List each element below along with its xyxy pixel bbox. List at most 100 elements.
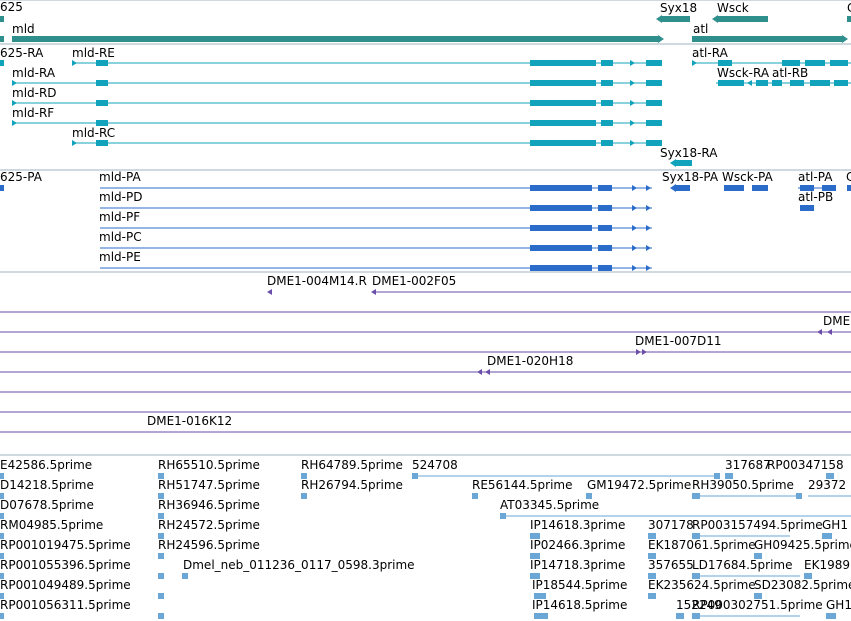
est-segment[interactable] [534, 593, 546, 599]
est-segment[interactable] [412, 473, 418, 479]
protein-exon[interactable] [847, 185, 851, 191]
est-segment[interactable] [534, 613, 548, 619]
transcript-exon[interactable] [530, 80, 596, 86]
feature-label-est-rp001055396[interactable]: RP001055396.5prime [0, 558, 131, 572]
est-segment[interactable] [0, 473, 4, 479]
feature-label-cl-004m14[interactable]: DME1-004M14.R [267, 274, 367, 288]
est-segment[interactable] [500, 513, 506, 519]
est-segment[interactable] [0, 553, 4, 559]
feature-label-est-e42586[interactable]: E42586.5prime [0, 458, 93, 472]
protein-strand-arrow[interactable] [646, 205, 651, 211]
transcript-exon[interactable] [756, 80, 768, 86]
protein-strand-arrow[interactable] [646, 265, 651, 271]
gene-bar[interactable] [718, 16, 768, 22]
gene-bar[interactable] [0, 16, 4, 22]
transcript-exon[interactable] [718, 80, 744, 86]
transcript-exon[interactable] [0, 60, 4, 66]
protein-exon[interactable] [530, 225, 592, 231]
transcript-exon[interactable] [810, 80, 830, 86]
transcript-exon[interactable] [530, 100, 596, 106]
protein-exon[interactable] [598, 185, 612, 191]
protein-exon[interactable] [530, 205, 592, 211]
feature-label-est-ip02466[interactable]: IP02466.3prime [530, 538, 626, 552]
est-segment[interactable] [301, 493, 307, 499]
feature-label-est-ek187061[interactable]: EK187061.5prime [648, 538, 756, 552]
est-segment[interactable] [158, 593, 164, 599]
feature-label-est-rp001019475[interactable]: RP001019475.5prime [0, 538, 131, 552]
transcript-strand-arrow[interactable] [630, 100, 635, 106]
clone-end-arrow[interactable] [267, 289, 272, 295]
feature-label-est-357655[interactable]: 357655 [648, 558, 694, 572]
feature-label-est-rh24596[interactable]: RH24596.5prime [158, 538, 260, 552]
feature-label-est-gm19472[interactable]: GM19472.5prime [587, 478, 692, 492]
feature-label-gene-atl[interactable]: atl [693, 22, 709, 36]
feature-label-gene-c[interactable]: C [847, 1, 851, 15]
protein-strand-arrow[interactable] [632, 185, 637, 191]
feature-label-est-rh36946[interactable]: RH36946.5prime [158, 498, 260, 512]
feature-label-tx-mld-rf[interactable]: mld-RF [12, 106, 55, 120]
protein-exon[interactable] [724, 185, 744, 191]
protein-exon[interactable] [0, 185, 4, 191]
transcript-exon[interactable] [646, 140, 662, 146]
transcript-exon[interactable] [601, 80, 613, 86]
transcript-exon[interactable] [530, 60, 596, 66]
feature-label-est-rp001049489[interactable]: RP001049489.5prime [0, 578, 131, 592]
est-segment[interactable] [754, 593, 762, 599]
feature-label-est-rh64789[interactable]: RH64789.5prime [301, 458, 403, 472]
feature-label-gene-syx18[interactable]: Syx18 [660, 1, 698, 15]
transcript-exon[interactable] [805, 60, 825, 66]
transcript-strand-arrow[interactable] [692, 60, 697, 66]
feature-label-cl-dme-edge[interactable]: DME [823, 314, 851, 328]
transcript-strand-arrow[interactable] [630, 120, 635, 126]
feature-label-pr-mld-pc[interactable]: mld-PC [99, 230, 142, 244]
feature-label-cl-007d11[interactable]: DME1-007D11 [635, 334, 722, 348]
transcript-exon[interactable] [96, 80, 108, 86]
clone-end-arrow[interactable] [642, 349, 647, 355]
transcript-strand-arrow[interactable] [72, 60, 77, 66]
feature-label-est-rh39050[interactable]: RH39050.5prime [692, 478, 794, 492]
transcript-exon[interactable] [601, 140, 613, 146]
feature-label-est-rp00347158[interactable]: RP00347158 [767, 458, 844, 472]
est-segment[interactable] [0, 573, 4, 579]
feature-label-est-rh24572[interactable]: RH24572.5prime [158, 518, 260, 532]
est-segment[interactable] [586, 493, 592, 499]
est-segment[interactable] [692, 613, 700, 619]
feature-label-tx-wsck-ra[interactable]: Wsck-RA [717, 66, 770, 80]
est-segment[interactable] [530, 573, 540, 579]
est-segment[interactable] [158, 613, 164, 619]
feature-label-tx-625-ra[interactable]: 625-RA [0, 46, 44, 60]
transcript-strand-arrow[interactable] [12, 80, 17, 86]
est-segment[interactable] [725, 473, 733, 479]
protein-strand-arrow[interactable] [646, 245, 651, 251]
feature-label-est-307178[interactable]: 307178 [648, 518, 694, 532]
feature-label-gene-625[interactable]: 625 [0, 0, 23, 14]
feature-label-est-sd23082[interactable]: SD23082.5prime [754, 578, 851, 592]
feature-label-est-gh1a[interactable]: GH1 [822, 518, 848, 532]
gene-bar[interactable] [0, 36, 4, 42]
est-segment[interactable] [158, 573, 164, 579]
transcript-exon[interactable] [646, 80, 662, 86]
protein-strand-arrow[interactable] [646, 225, 651, 231]
transcript-strand-arrow[interactable] [12, 100, 17, 106]
feature-label-est-rm04985[interactable]: RM04985.5prime [0, 518, 104, 532]
protein-strand-arrow[interactable] [646, 185, 651, 191]
transcript-exon[interactable] [96, 140, 108, 146]
protein-exon[interactable] [598, 225, 612, 231]
est-segment[interactable] [0, 593, 4, 599]
est-segment[interactable] [796, 493, 802, 499]
transcript-strand-arrow[interactable] [747, 80, 752, 86]
feature-label-est-rp003157494[interactable]: RP003157494.5prime [692, 518, 823, 532]
feature-label-est-re56144[interactable]: RE56144.5prime [472, 478, 573, 492]
est-segment[interactable] [0, 513, 4, 519]
protein-strand-arrow[interactable] [632, 225, 637, 231]
est-segment[interactable] [0, 613, 4, 619]
feature-label-est-gh1b[interactable]: GH1 [826, 598, 851, 612]
est-segment[interactable] [648, 533, 656, 539]
feature-label-est-rh65510[interactable]: RH65510.5prime [158, 458, 260, 472]
feature-label-est-ip14618-3[interactable]: IP14618.3prime [530, 518, 626, 532]
transcript-exon[interactable] [830, 60, 848, 66]
feature-label-pr-mld-pd[interactable]: mld-PD [99, 190, 143, 204]
transcript-strand-arrow[interactable] [630, 60, 635, 66]
transcript-exon[interactable] [646, 100, 662, 106]
feature-label-est-524708[interactable]: 524708 [412, 458, 458, 472]
